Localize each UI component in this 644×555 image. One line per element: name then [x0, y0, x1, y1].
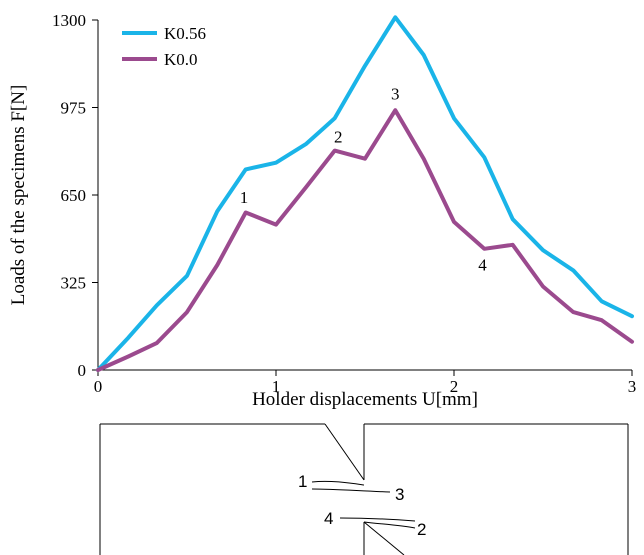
y-tick-label: 1300	[52, 11, 86, 30]
x-tick-label: 2	[450, 377, 459, 396]
x-ticks: 0 1 2 3	[94, 370, 637, 396]
annotations: 1 2 3 4	[240, 84, 488, 274]
specimen-label-4: 4	[324, 509, 333, 528]
y-tick-label: 0	[78, 361, 87, 380]
x-tick-label: 1	[272, 377, 281, 396]
legend: K0.56 K0.0	[122, 24, 206, 69]
y-tick-label: 650	[61, 186, 87, 205]
series-layer	[96, 15, 634, 372]
specimen-label-1: 1	[298, 472, 307, 491]
y-tick-label: 325	[61, 274, 87, 293]
legend-label-k056: K0.56	[164, 24, 206, 43]
annotation-label-1: 1	[240, 188, 249, 207]
x-tick-label: 3	[628, 377, 637, 396]
annotation-label-2: 2	[334, 128, 343, 147]
specimen-label-3: 3	[395, 485, 404, 504]
legend-label-k00: K0.0	[164, 50, 198, 69]
specimen-diagram: 1 3 4 2	[99, 423, 629, 555]
series-line-k056	[96, 15, 634, 372]
x-axis-label: Holder displacements U[mm]	[252, 389, 478, 410]
crack-line-3	[311, 488, 391, 493]
x-tick-label: 0	[94, 377, 103, 396]
crack-line-4	[339, 517, 416, 522]
y-tick-label: 975	[61, 99, 87, 118]
specimen-top-notch-slant	[324, 423, 365, 481]
crack-line-2	[363, 521, 416, 529]
specimen-label-2: 2	[417, 520, 426, 539]
specimen-bottom-notch-slant	[363, 521, 405, 555]
annotation-label-3: 3	[391, 84, 400, 103]
series-line-k00	[96, 108, 634, 372]
annotation-label-4: 4	[478, 255, 487, 274]
y-axis-label: Loads of the specimens F[N]	[8, 85, 29, 306]
crack-line-1	[311, 480, 365, 486]
y-ticks: 0 325 650 975 1300	[52, 11, 98, 380]
